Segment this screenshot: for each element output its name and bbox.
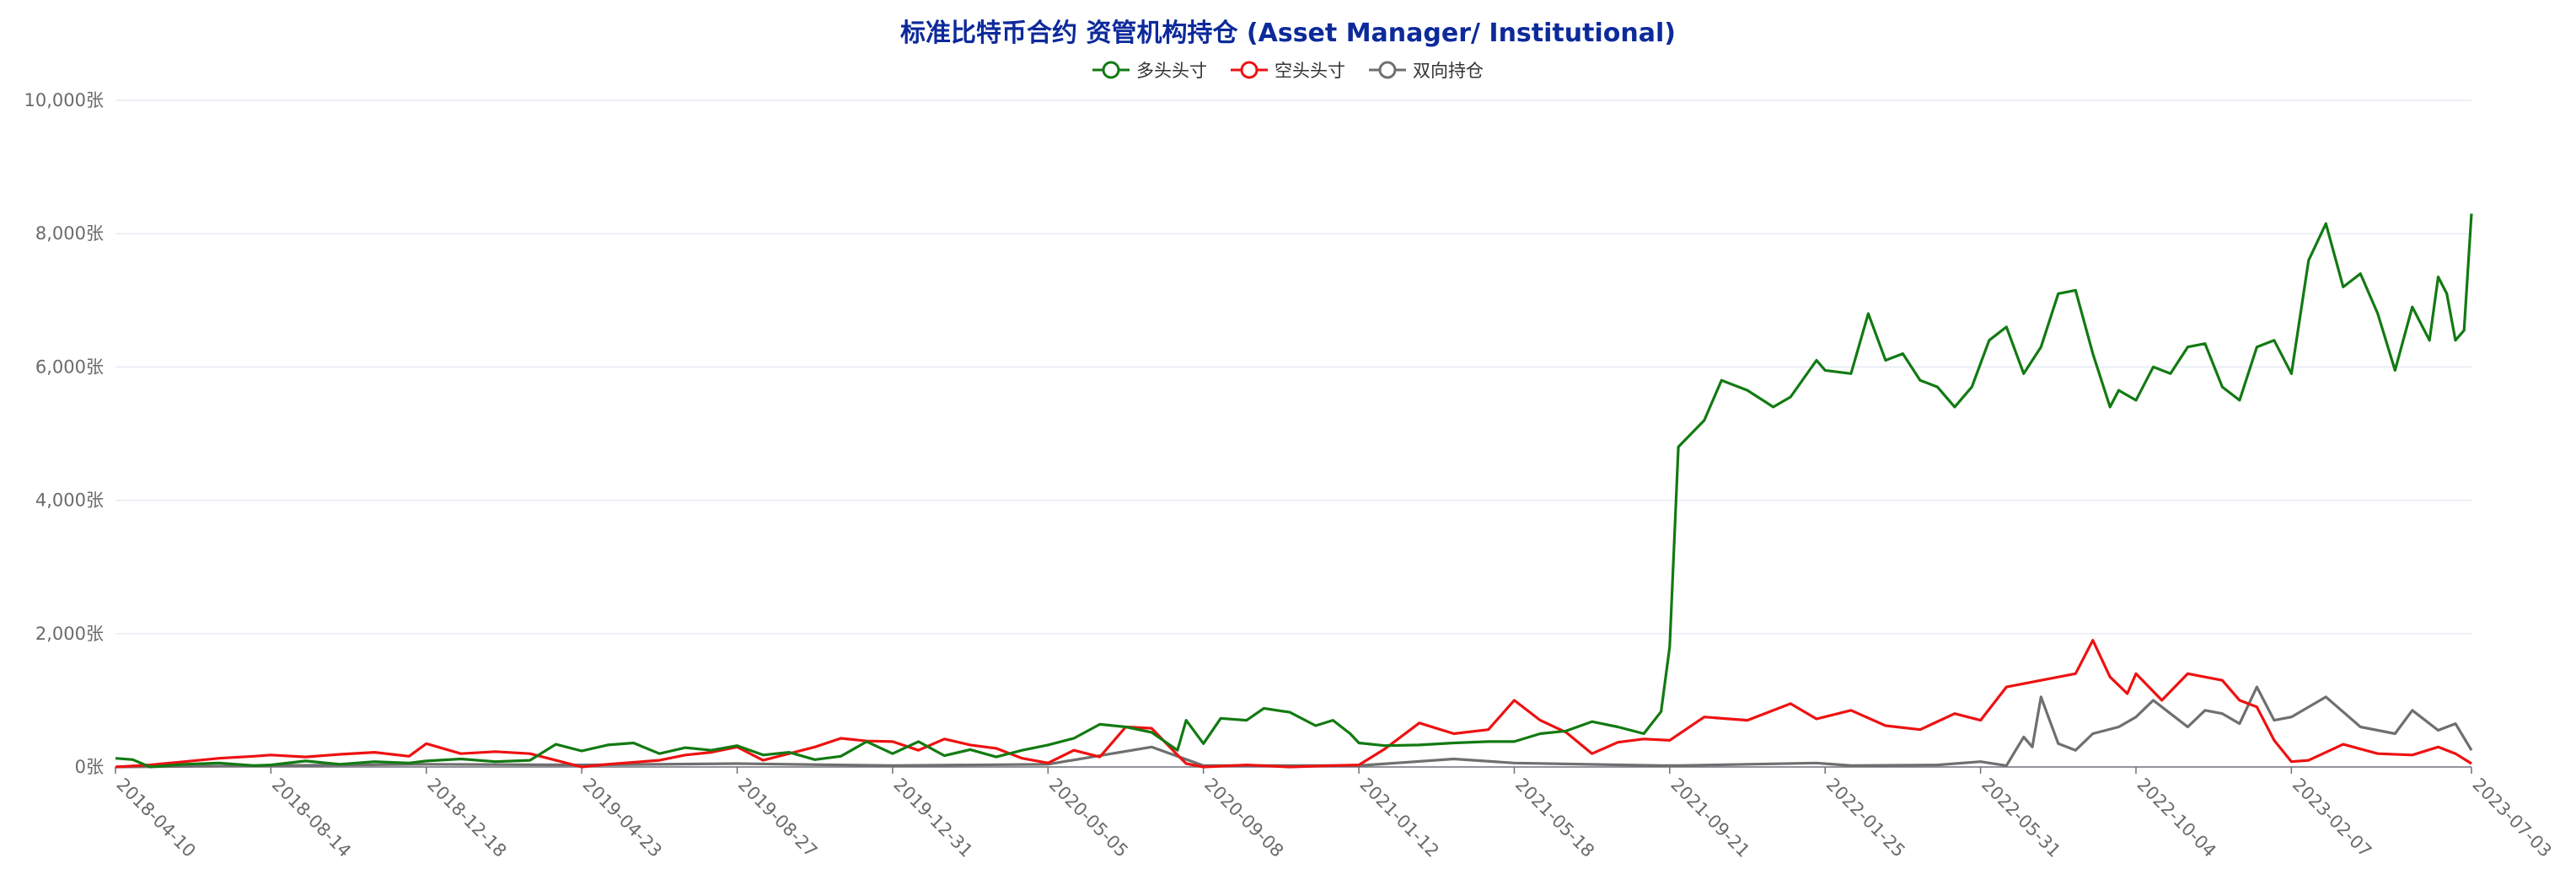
legend-label-short: 空头头寸 — [1275, 61, 1345, 81]
x-tick-label: 2021-01-12 — [1356, 775, 1443, 861]
legend-label-spread: 双向持仓 — [1413, 61, 1484, 81]
x-tick-label: 2021-05-18 — [1511, 775, 1598, 861]
y-tick-label: 4,000张 — [35, 491, 104, 511]
x-tick-label: 2022-10-04 — [2133, 775, 2219, 861]
x-tick-label: 2023-02-07 — [2289, 775, 2375, 861]
x-tick-label: 2018-08-14 — [268, 775, 355, 861]
x-tick-label: 2018-04-10 — [112, 775, 199, 861]
y-tick-label: 6,000张 — [35, 357, 104, 377]
x-tick-label: 2021-09-21 — [1666, 775, 1753, 861]
x-tick-label: 2018-12-18 — [423, 775, 510, 861]
legend-swatch-short-icon — [1231, 61, 1268, 79]
series-line-short — [115, 639, 2472, 769]
x-tick-label: 2019-08-27 — [734, 775, 821, 861]
x-tick-label: 2020-09-08 — [1200, 775, 1287, 861]
series-line-spread — [115, 685, 2473, 769]
legend-swatch-spread-icon — [1369, 61, 1406, 79]
legend: 多头头寸 空头头寸 双向持仓 — [0, 57, 2576, 83]
legend-item-short[interactable]: 空头头寸 — [1231, 57, 1345, 83]
y-tick-label: 10,000张 — [24, 90, 104, 110]
x-tick-label: 2022-01-25 — [1822, 775, 1909, 861]
y-tick-label: 0张 — [75, 757, 104, 777]
legend-swatch-long-icon — [1092, 61, 1130, 79]
legend-item-spread[interactable]: 双向持仓 — [1369, 57, 1484, 83]
series-line-long — [115, 213, 2473, 769]
x-tick-label: 2019-12-31 — [889, 775, 976, 861]
x-tick-label: 2020-05-05 — [1045, 775, 1132, 861]
y-tick-label: 8,000张 — [35, 223, 104, 244]
legend-item-long[interactable]: 多头头寸 — [1092, 57, 1207, 83]
x-tick-label: 2022-05-31 — [1978, 775, 2064, 861]
y-tick-label: 2,000张 — [35, 624, 104, 644]
legend-label-long: 多头头寸 — [1136, 61, 1207, 81]
x-tick-label: 2023-07-03 — [2468, 775, 2555, 861]
chart-title: 标准比特币合约 资管机构持仓 (Asset Manager/ Instituti… — [900, 19, 1676, 48]
x-tick-label: 2019-04-23 — [579, 775, 666, 861]
